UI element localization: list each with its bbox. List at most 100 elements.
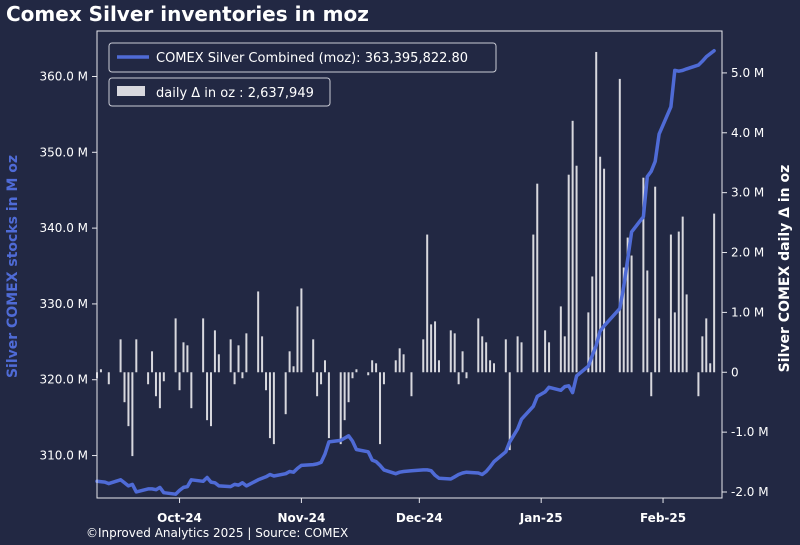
delta-bar bbox=[151, 351, 154, 373]
delta-bar bbox=[508, 372, 511, 451]
delta-bar bbox=[520, 342, 523, 373]
y-left-tick-label: 340.0 M bbox=[39, 221, 88, 235]
delta-bar bbox=[147, 372, 150, 385]
delta-bar bbox=[673, 312, 676, 373]
y-right-tick-label: 4.0 M bbox=[731, 126, 764, 140]
delta-bar bbox=[119, 339, 122, 373]
delta-bar bbox=[371, 360, 374, 373]
y-right-axis-label: Silver COMEX daily Δ in oz bbox=[777, 165, 793, 373]
delta-bar bbox=[449, 330, 452, 373]
y-right-tick-label: 0 bbox=[731, 365, 739, 379]
delta-bar bbox=[355, 369, 358, 373]
delta-bar bbox=[178, 372, 181, 391]
delta-bar bbox=[99, 369, 102, 373]
delta-bar bbox=[351, 372, 354, 379]
delta-bar bbox=[158, 372, 161, 409]
delta-bar bbox=[288, 351, 291, 373]
delta-bar bbox=[135, 339, 138, 373]
delta-bar bbox=[697, 372, 700, 397]
delta-bar bbox=[174, 318, 177, 373]
delta-bar bbox=[209, 372, 212, 427]
bars-layer bbox=[96, 51, 716, 457]
legend-box-line bbox=[108, 42, 497, 73]
delta-bar bbox=[493, 363, 496, 373]
delta-bar bbox=[268, 372, 271, 439]
delta-bar bbox=[489, 360, 492, 373]
delta-bar bbox=[233, 372, 236, 385]
delta-bar bbox=[272, 372, 275, 445]
delta-bar bbox=[485, 342, 488, 373]
y-right-tick-label: 3.0 M bbox=[731, 186, 764, 200]
y-left-axis-label: Silver COMEX stocks in M oz bbox=[5, 155, 21, 378]
delta-bar bbox=[127, 372, 130, 427]
delta-bar bbox=[430, 324, 433, 373]
delta-bar bbox=[107, 372, 110, 385]
delta-bar bbox=[312, 339, 315, 373]
legend-bar-swatch bbox=[117, 86, 145, 96]
y-left-tick-label: 350.0 M bbox=[39, 145, 88, 159]
delta-bar bbox=[654, 186, 657, 373]
chart-title: Comex Silver inventories in moz bbox=[6, 2, 369, 26]
delta-bar bbox=[630, 255, 633, 373]
delta-bar bbox=[202, 318, 205, 373]
delta-bar bbox=[559, 306, 562, 373]
delta-bar bbox=[323, 360, 326, 373]
delta-bar bbox=[701, 336, 704, 373]
delta-bar bbox=[658, 318, 661, 373]
delta-bar bbox=[154, 372, 157, 397]
line-layer bbox=[95, 48, 716, 496]
delta-bar bbox=[677, 231, 680, 373]
y-right-tick-label: 2.0 M bbox=[731, 246, 764, 260]
x-tick-label: Oct-24 bbox=[157, 511, 202, 525]
delta-bar bbox=[206, 372, 209, 421]
delta-bar bbox=[434, 321, 437, 373]
delta-bar bbox=[453, 333, 456, 373]
delta-bar bbox=[131, 372, 134, 457]
delta-bar bbox=[618, 78, 621, 373]
delta-bar bbox=[536, 183, 539, 373]
legend-bar-label: daily Δ in oz : 2,637,949 bbox=[156, 86, 314, 101]
delta-bar bbox=[261, 336, 264, 373]
x-tick-label: Nov-24 bbox=[278, 511, 326, 525]
x-tick-label: Jan-25 bbox=[519, 511, 563, 525]
delta-bar bbox=[300, 288, 303, 373]
delta-bar bbox=[465, 372, 468, 379]
delta-bar bbox=[481, 336, 484, 373]
delta-bar bbox=[162, 372, 165, 382]
y-right-tick-label: 1.0 M bbox=[731, 305, 764, 319]
delta-bar bbox=[595, 51, 598, 373]
delta-bar bbox=[347, 372, 350, 403]
delta-bar bbox=[587, 312, 590, 373]
delta-bar bbox=[237, 345, 240, 373]
delta-bar bbox=[548, 342, 551, 373]
delta-bar bbox=[705, 318, 708, 373]
y-left-tick-label: 330.0 M bbox=[39, 297, 88, 311]
delta-bar bbox=[343, 372, 346, 421]
delta-bar bbox=[516, 336, 519, 373]
delta-bar bbox=[426, 234, 429, 373]
delta-bar bbox=[567, 174, 570, 373]
delta-bar bbox=[296, 306, 299, 373]
delta-bar bbox=[681, 216, 684, 373]
y-right-tick-label: -1.0 M bbox=[731, 425, 769, 439]
delta-bar bbox=[532, 234, 535, 373]
delta-bar bbox=[241, 372, 244, 379]
y-left-tick-label: 360.0 M bbox=[39, 69, 88, 83]
legend-layer: COMEX Silver Combined (moz): 363,395,822… bbox=[108, 42, 497, 107]
delta-bar bbox=[398, 348, 401, 373]
legend-line-label: COMEX Silver Combined (moz): 363,395,822… bbox=[156, 51, 468, 66]
delta-bar bbox=[709, 363, 712, 373]
delta-bar bbox=[375, 363, 378, 373]
y-right-tick-label: -2.0 M bbox=[731, 485, 769, 499]
delta-bar bbox=[257, 291, 260, 373]
delta-bar bbox=[626, 237, 629, 373]
delta-bar bbox=[229, 339, 232, 373]
delta-bar bbox=[217, 354, 220, 373]
y-left-tick-label: 320.0 M bbox=[39, 373, 88, 387]
silver-stock-line bbox=[95, 48, 716, 496]
delta-bar bbox=[292, 366, 295, 373]
footer-credit: ©Inproved Analytics 2025 | Source: COMEX bbox=[86, 526, 349, 540]
delta-bar bbox=[571, 120, 574, 373]
delta-bar bbox=[213, 330, 216, 373]
